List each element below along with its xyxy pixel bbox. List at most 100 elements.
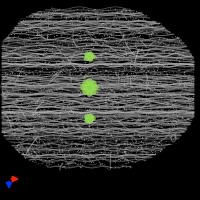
Point (58, 133, 61, 136)
Point (145, 141, 148, 145)
Point (40, 145, 43, 148)
Point (34, 36, 37, 39)
Point (4, 60, 7, 64)
Point (75, 33, 79, 36)
Point (124, 85, 127, 89)
Point (12, 88, 15, 91)
Point (60, 149, 63, 152)
Point (69, 76, 73, 79)
Point (97, 86, 101, 89)
Point (122, 55, 126, 58)
Point (37, 16, 40, 20)
Point (38, 26, 41, 29)
Point (94, 11, 97, 15)
Point (35, 79, 38, 83)
Point (12, 141, 16, 144)
Point (183, 124, 186, 127)
Point (112, 98, 116, 102)
Point (69, 18, 73, 21)
Point (35, 27, 38, 31)
Point (76, 79, 80, 82)
Point (109, 24, 112, 28)
Point (57, 68, 60, 72)
Point (177, 59, 180, 62)
Point (103, 34, 106, 37)
Point (46, 34, 49, 38)
Point (166, 113, 170, 117)
Point (105, 146, 109, 149)
Point (10, 47, 14, 50)
Point (45, 46, 49, 49)
Point (74, 86, 78, 89)
Point (61, 67, 64, 70)
Point (95, 140, 98, 143)
Point (162, 65, 165, 68)
Point (38, 152, 41, 155)
Point (34, 18, 37, 21)
Point (4, 134, 7, 137)
Point (176, 113, 179, 117)
Point (14, 79, 17, 82)
Point (142, 91, 145, 94)
Point (42, 109, 46, 112)
Point (58, 7, 61, 10)
Point (35, 153, 38, 157)
Point (74, 37, 77, 41)
Point (178, 113, 181, 116)
Point (174, 135, 177, 138)
Point (46, 34, 49, 37)
Point (100, 54, 103, 57)
Point (61, 7, 65, 11)
Point (76, 148, 80, 152)
Point (60, 88, 64, 91)
Point (165, 82, 168, 86)
Point (83, 39, 86, 42)
Point (124, 25, 127, 28)
Point (133, 156, 137, 159)
Point (56, 133, 60, 136)
Point (182, 42, 185, 45)
Point (130, 134, 133, 137)
Point (104, 147, 108, 150)
Point (12, 36, 15, 39)
Point (14, 27, 17, 30)
Point (43, 122, 46, 125)
Point (81, 164, 84, 167)
Point (175, 36, 178, 39)
Point (18, 49, 21, 52)
Point (173, 35, 177, 38)
Point (125, 40, 128, 43)
Point (148, 75, 151, 78)
Point (168, 40, 171, 43)
Point (79, 130, 82, 134)
Point (60, 14, 63, 17)
Point (24, 39, 27, 42)
Point (40, 115, 43, 118)
Point (117, 99, 120, 102)
Point (10, 84, 13, 87)
Point (84, 141, 88, 145)
Point (154, 130, 157, 134)
Point (20, 100, 23, 103)
Point (83, 66, 86, 70)
Point (33, 108, 37, 111)
Point (44, 115, 47, 119)
Point (74, 69, 77, 72)
Point (175, 56, 178, 59)
Point (113, 76, 117, 79)
Point (33, 83, 36, 86)
Point (186, 108, 189, 111)
Point (48, 32, 52, 35)
Point (99, 107, 102, 110)
Point (157, 131, 160, 134)
Point (78, 118, 81, 121)
Point (134, 80, 137, 83)
Point (58, 105, 61, 108)
Point (70, 36, 73, 39)
Point (126, 150, 129, 153)
Point (30, 80, 33, 83)
Point (165, 55, 168, 58)
Point (53, 129, 56, 132)
Point (28, 102, 31, 106)
Point (2, 106, 5, 109)
